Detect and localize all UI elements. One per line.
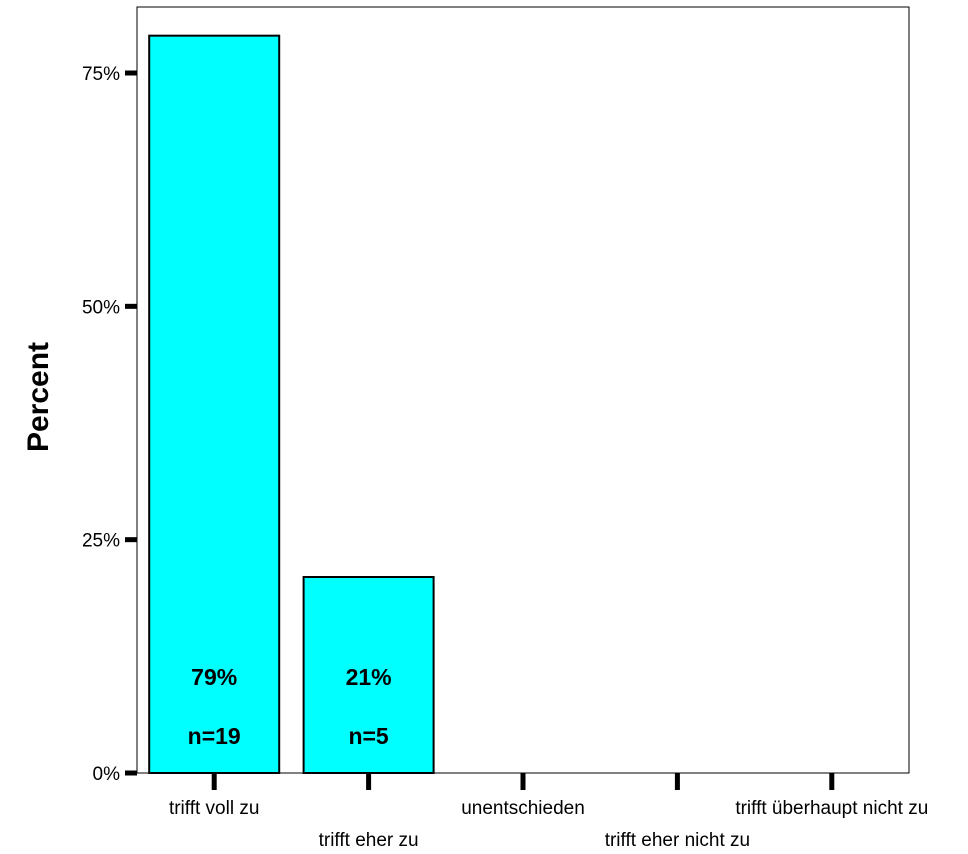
x-tick-label: trifft überhaupt nicht zu bbox=[735, 798, 928, 819]
y-axis-title: Percent bbox=[22, 342, 55, 452]
x-axis: trifft voll zu trifft eher zu unentschiede… bbox=[169, 773, 928, 851]
bar-percent-label: 21% bbox=[346, 664, 392, 690]
x-tick-label: trifft voll zu bbox=[169, 798, 259, 819]
bar-count-label: n=5 bbox=[348, 723, 388, 749]
y-tick-label: 0% bbox=[93, 764, 121, 785]
bar bbox=[148, 34, 281, 774]
y-tick-label: 25% bbox=[82, 531, 120, 552]
bar bbox=[302, 576, 435, 774]
bar-percent-label: 79% bbox=[191, 664, 237, 690]
y-axis: 0% 25% 50% 75% bbox=[82, 7, 138, 785]
bars: 79% n=19 21% n=5 bbox=[148, 34, 435, 774]
x-tick-label: trifft eher zu bbox=[319, 830, 419, 851]
y-tick-label: 75% bbox=[82, 64, 120, 85]
y-tick-label: 50% bbox=[82, 297, 120, 318]
bar-count-label: n=19 bbox=[188, 723, 241, 749]
x-tick-label: trifft eher nicht zu bbox=[605, 830, 750, 851]
x-tick-label: unentschieden bbox=[461, 798, 585, 819]
